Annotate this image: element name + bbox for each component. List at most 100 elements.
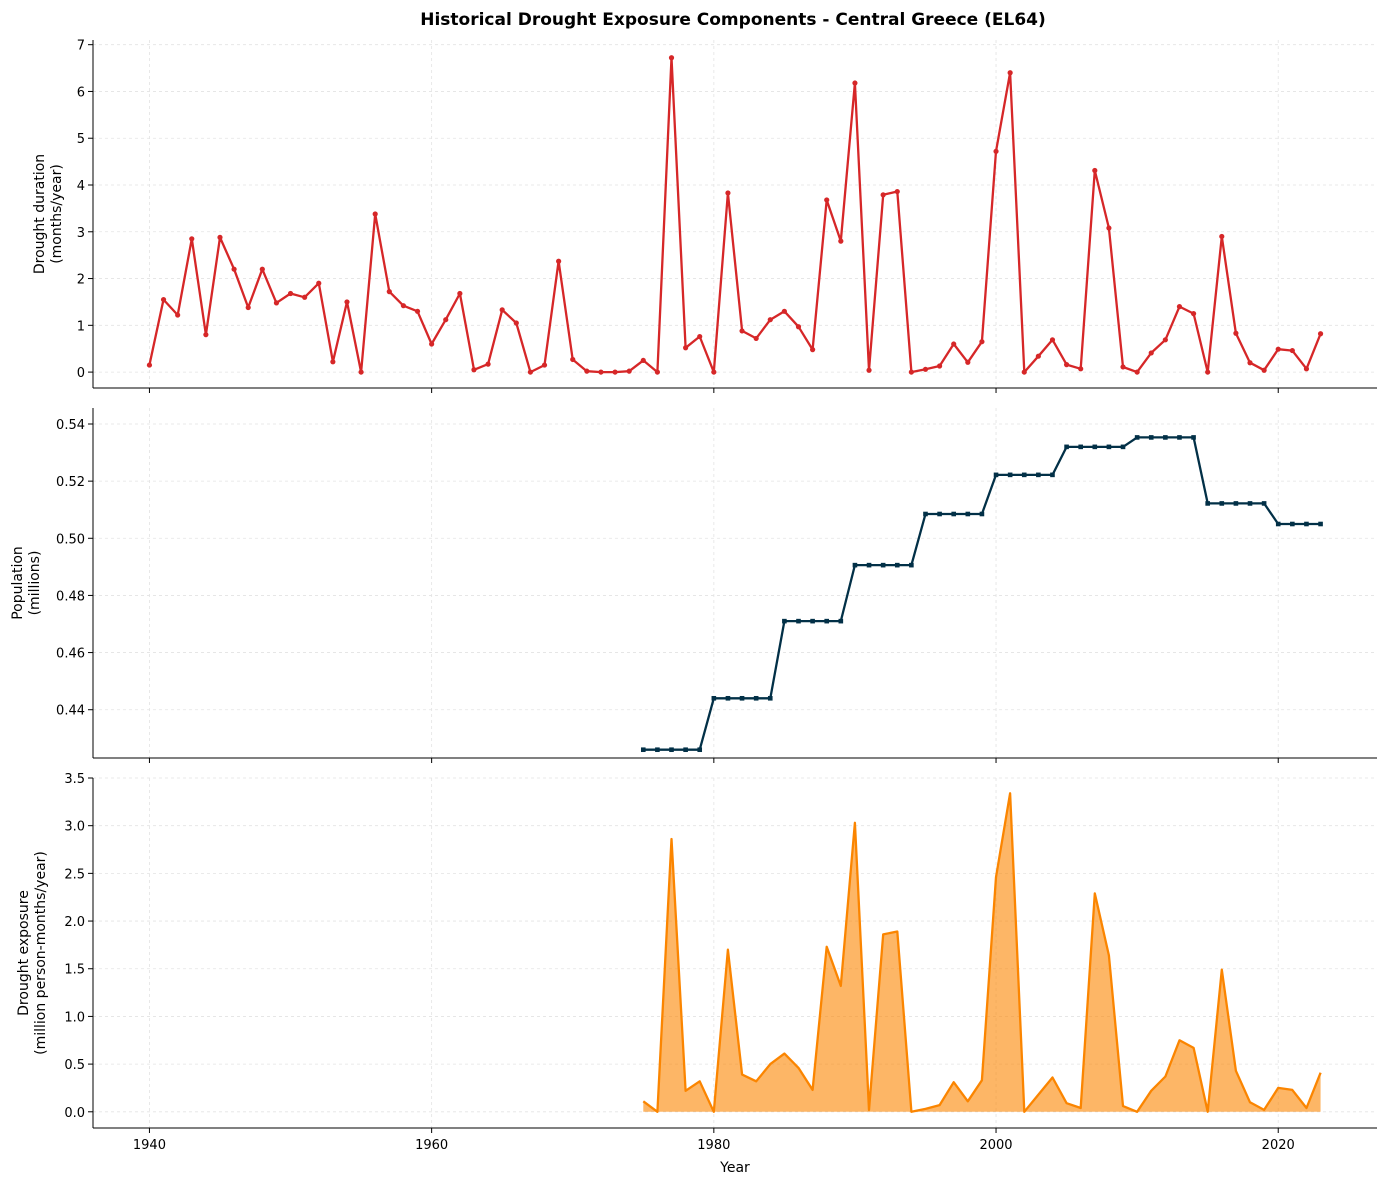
data-point: [909, 369, 914, 374]
y-tick-label: 6: [77, 85, 85, 100]
y-tick-label: 0.52: [56, 475, 85, 490]
data-point: [979, 339, 984, 344]
data-point: [1120, 364, 1125, 369]
data-point: [500, 307, 505, 312]
y-tick-label: 0.54: [56, 418, 85, 433]
data-point: [330, 359, 335, 364]
data-point: [358, 369, 363, 374]
data-point: [782, 309, 787, 314]
data-point: [881, 563, 886, 568]
data-point: [316, 281, 321, 286]
y-tick-label: 3.0: [64, 820, 85, 835]
y-axis-label: Population(millions): [10, 546, 43, 620]
data-point: [853, 563, 858, 568]
data-point: [1036, 473, 1041, 478]
data-point: [528, 369, 533, 374]
y-tick-label: 0.44: [56, 704, 85, 719]
data-point: [542, 362, 547, 367]
data-point: [344, 299, 349, 304]
data-point: [217, 235, 222, 240]
y-tick-label: 1: [77, 319, 85, 334]
data-point: [1078, 445, 1083, 450]
data-point: [246, 305, 251, 310]
data-point: [1177, 304, 1182, 309]
data-point: [711, 369, 716, 374]
data-point: [1163, 435, 1168, 440]
data-point: [669, 55, 674, 60]
data-point: [1234, 501, 1239, 506]
data-point: [1276, 347, 1281, 352]
data-point: [909, 563, 914, 568]
data-point: [1135, 435, 1140, 440]
y-tick-label: 0: [77, 366, 85, 381]
data-point: [796, 324, 801, 329]
y-axis-label-line: Drought exposure: [16, 890, 32, 1016]
data-point: [1276, 522, 1281, 527]
y-axis-label-line: (million person-months/year): [33, 851, 49, 1055]
data-point: [1219, 234, 1224, 239]
data-point: [1078, 366, 1083, 371]
data-point: [429, 341, 434, 346]
data-point: [951, 341, 956, 346]
data-point: [923, 512, 928, 517]
data-point: [1064, 445, 1069, 450]
data-point: [895, 189, 900, 194]
data-point: [1304, 366, 1309, 371]
data-point: [1106, 225, 1111, 230]
y-tick-label: 3: [77, 226, 85, 241]
data-point: [810, 619, 815, 624]
data-point: [1149, 435, 1154, 440]
series-line: [643, 437, 1320, 749]
x-tick-label: 2020: [1262, 1138, 1295, 1153]
data-point: [471, 367, 476, 372]
data-point: [1050, 473, 1055, 478]
data-point: [824, 619, 829, 624]
data-point: [895, 563, 900, 568]
data-point: [302, 295, 307, 300]
data-point: [768, 317, 773, 322]
data-point: [994, 473, 999, 478]
data-point: [598, 369, 603, 374]
data-point: [514, 320, 519, 325]
data-point: [1219, 501, 1224, 506]
x-axis-label: Year: [719, 1160, 750, 1176]
y-tick-label: 0.46: [56, 647, 85, 662]
data-point: [1022, 473, 1027, 478]
data-point: [697, 747, 702, 752]
data-point: [231, 267, 236, 272]
data-point: [866, 368, 871, 373]
data-point: [1121, 445, 1126, 450]
y-tick-label: 0.5: [64, 1058, 85, 1073]
data-point: [288, 291, 293, 296]
data-point: [147, 362, 152, 367]
x-tick-label: 1960: [415, 1138, 448, 1153]
data-point: [881, 192, 886, 197]
data-point: [485, 362, 490, 367]
data-point: [754, 336, 759, 341]
data-point: [415, 309, 420, 314]
data-point: [980, 512, 985, 517]
data-point: [1008, 70, 1013, 75]
data-point: [966, 512, 971, 517]
y-tick-label: 0.0: [64, 1106, 85, 1121]
y-tick-label: 0.48: [56, 589, 85, 604]
data-point: [373, 211, 378, 216]
data-point: [796, 619, 801, 624]
data-point: [641, 747, 646, 752]
data-point: [1248, 501, 1253, 506]
data-point: [782, 619, 787, 624]
panel-population: 0.440.460.480.500.520.54Population(milli…: [10, 408, 1377, 763]
data-point: [1163, 337, 1168, 342]
y-tick-label: 5: [77, 132, 85, 147]
data-point: [1135, 369, 1140, 374]
data-point: [937, 363, 942, 368]
data-point: [1318, 522, 1323, 527]
y-axis-label: Drought exposure(million person-months/y…: [16, 851, 49, 1055]
data-point: [754, 696, 759, 701]
x-tick-label: 1940: [133, 1138, 166, 1153]
y-tick-label: 1.5: [64, 963, 85, 978]
chart-title: Historical Drought Exposure Components -…: [420, 10, 1046, 30]
